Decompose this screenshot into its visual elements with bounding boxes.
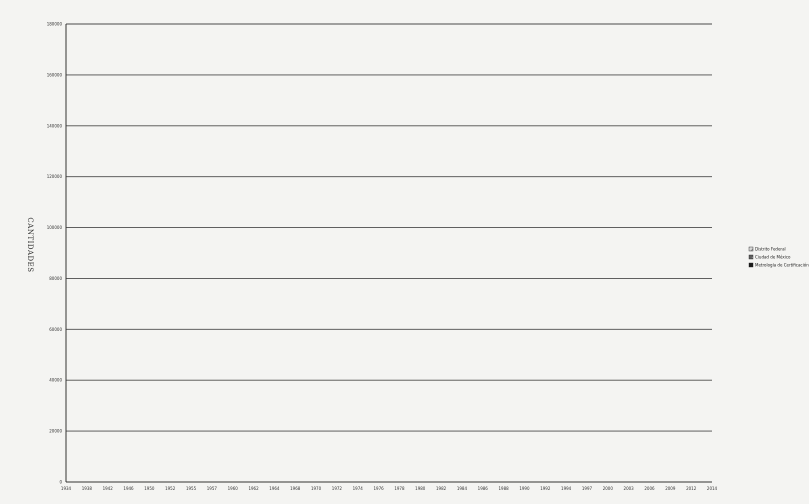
x-tick-label: 1960	[228, 486, 239, 491]
x-tick-label: 1968	[290, 486, 301, 491]
x-tick-label: 1988	[499, 486, 510, 491]
y-tick-label: 180000	[47, 22, 63, 27]
legend: Distrito Federal Ciudad de México Metrolog…	[748, 246, 809, 268]
x-tick-label: 1974	[353, 486, 364, 491]
legend-swatch	[748, 254, 754, 260]
x-tick-label: 1964	[269, 486, 280, 491]
y-axis-label: CANTIDADES	[26, 217, 34, 272]
x-tick-label: 2003	[624, 486, 635, 491]
x-tick-label: 1980	[415, 486, 426, 491]
y-tick-label: 160000	[47, 72, 63, 77]
x-tick-label: 1946	[123, 486, 134, 491]
legend-entry: Ciudad de México	[755, 255, 791, 260]
legend-swatch	[748, 246, 754, 252]
legend-entry: Distrito Federal	[755, 247, 786, 252]
x-tick-label: 2006	[644, 486, 655, 491]
x-tick-label: 1955	[186, 486, 197, 491]
y-tick-label: 40000	[49, 378, 62, 383]
x-tick-label: 1978	[394, 486, 405, 491]
y-tick-label: 80000	[49, 276, 62, 281]
x-tick-label: 1982	[436, 486, 447, 491]
y-tick-label: 100000	[47, 225, 63, 230]
x-tick-label: 1957	[207, 486, 218, 491]
x-tick-label: 1992	[540, 486, 551, 491]
x-tick-label: 1938	[82, 486, 93, 491]
x-tick-label: 1962	[248, 486, 259, 491]
y-tick-label: 20000	[49, 429, 62, 434]
x-tick-label: 1997	[582, 486, 593, 491]
x-tick-label: 2012	[686, 486, 697, 491]
legend-entry: Metrología de Certificación	[755, 263, 809, 268]
y-tick-label: 140000	[47, 123, 63, 128]
x-tick-label: 2014	[707, 486, 718, 491]
x-tick-label: 1984	[457, 486, 468, 491]
x-tick-label: 2009	[665, 486, 676, 491]
x-tick-label: 1986	[478, 486, 489, 491]
axes: 1934 1938 1942 1946 1950 1952 1955 1957 1960 1962…	[61, 24, 718, 491]
x-tick-label: 1934	[61, 486, 72, 491]
x-tick-label: 1950	[144, 486, 155, 491]
x-tick-label: 1972	[332, 486, 343, 491]
y-tick-label: 60000	[49, 327, 62, 332]
x-tick-label: 1990	[519, 486, 530, 491]
grid-lines: 0 20000 40000 60000 80000 100000 120000 140000 1…	[47, 22, 712, 485]
x-tick-label: 1942	[103, 486, 114, 491]
y-tick-label: 0	[59, 480, 62, 485]
x-tick-label: 1952	[165, 486, 176, 491]
x-tick-label: 1976	[373, 486, 384, 491]
x-tick-label: 2000	[603, 486, 614, 491]
y-tick-label: 120000	[47, 174, 63, 179]
x-tick-label: 1994	[561, 486, 572, 491]
x-tick-label: 1970	[311, 486, 322, 491]
legend-swatch	[748, 262, 754, 268]
